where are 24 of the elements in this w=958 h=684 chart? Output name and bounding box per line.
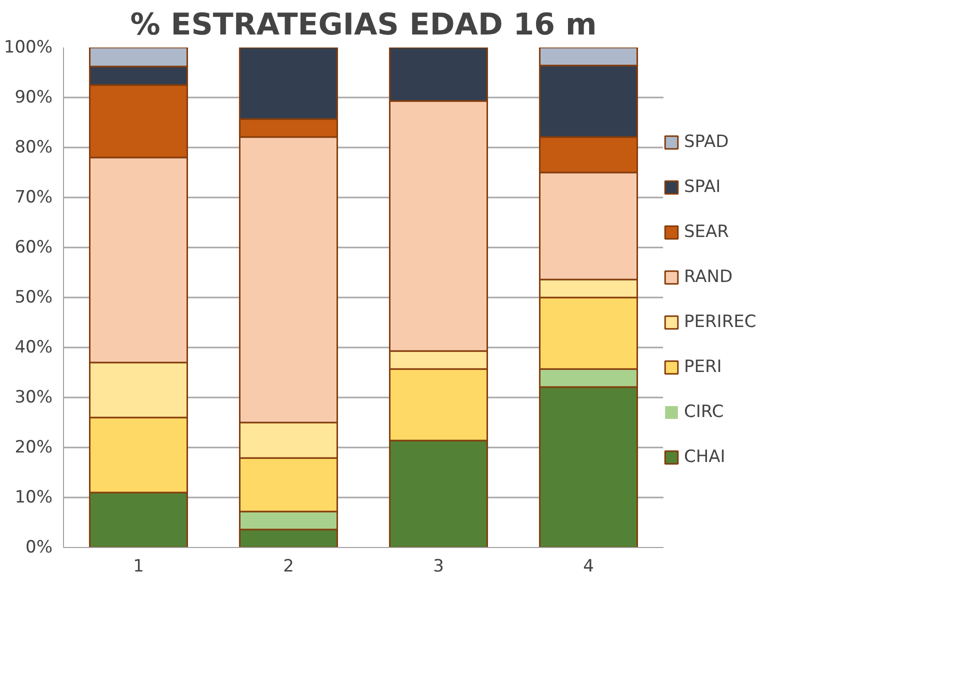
x-tick-label: 2 — [283, 556, 294, 576]
y-tick-label: 60% — [14, 238, 53, 258]
x-tick-label: 3 — [433, 556, 444, 576]
y-tick-label: 40% — [14, 338, 53, 358]
legend-label: PERI — [684, 357, 722, 377]
y-tick-label: 90% — [14, 88, 53, 108]
legend-label: CIRC — [684, 402, 724, 422]
legend-label: RAND — [684, 267, 733, 287]
y-tick-label: 20% — [14, 438, 53, 458]
y-tick-label: 70% — [14, 188, 53, 208]
y-tick-label: 10% — [14, 488, 53, 508]
legend-label: SPAI — [684, 177, 721, 197]
y-tick-label: 100% — [4, 38, 53, 58]
chart-title: % ESTRATEGIAS EDAD 16 m — [130, 8, 597, 42]
legend-label: SPAD — [684, 132, 729, 152]
y-tick-label: 30% — [14, 388, 53, 408]
y-tick-label: 80% — [14, 138, 53, 158]
legend-label: PERIREC — [684, 312, 756, 332]
legend-label: CHAI — [684, 447, 726, 467]
x-tick-label: 4 — [583, 556, 594, 576]
x-tick-label: 1 — [133, 556, 144, 576]
legend-label: SEAR — [684, 222, 729, 242]
y-tick-label: 50% — [14, 288, 53, 308]
y-tick-label: 0% — [26, 538, 53, 558]
